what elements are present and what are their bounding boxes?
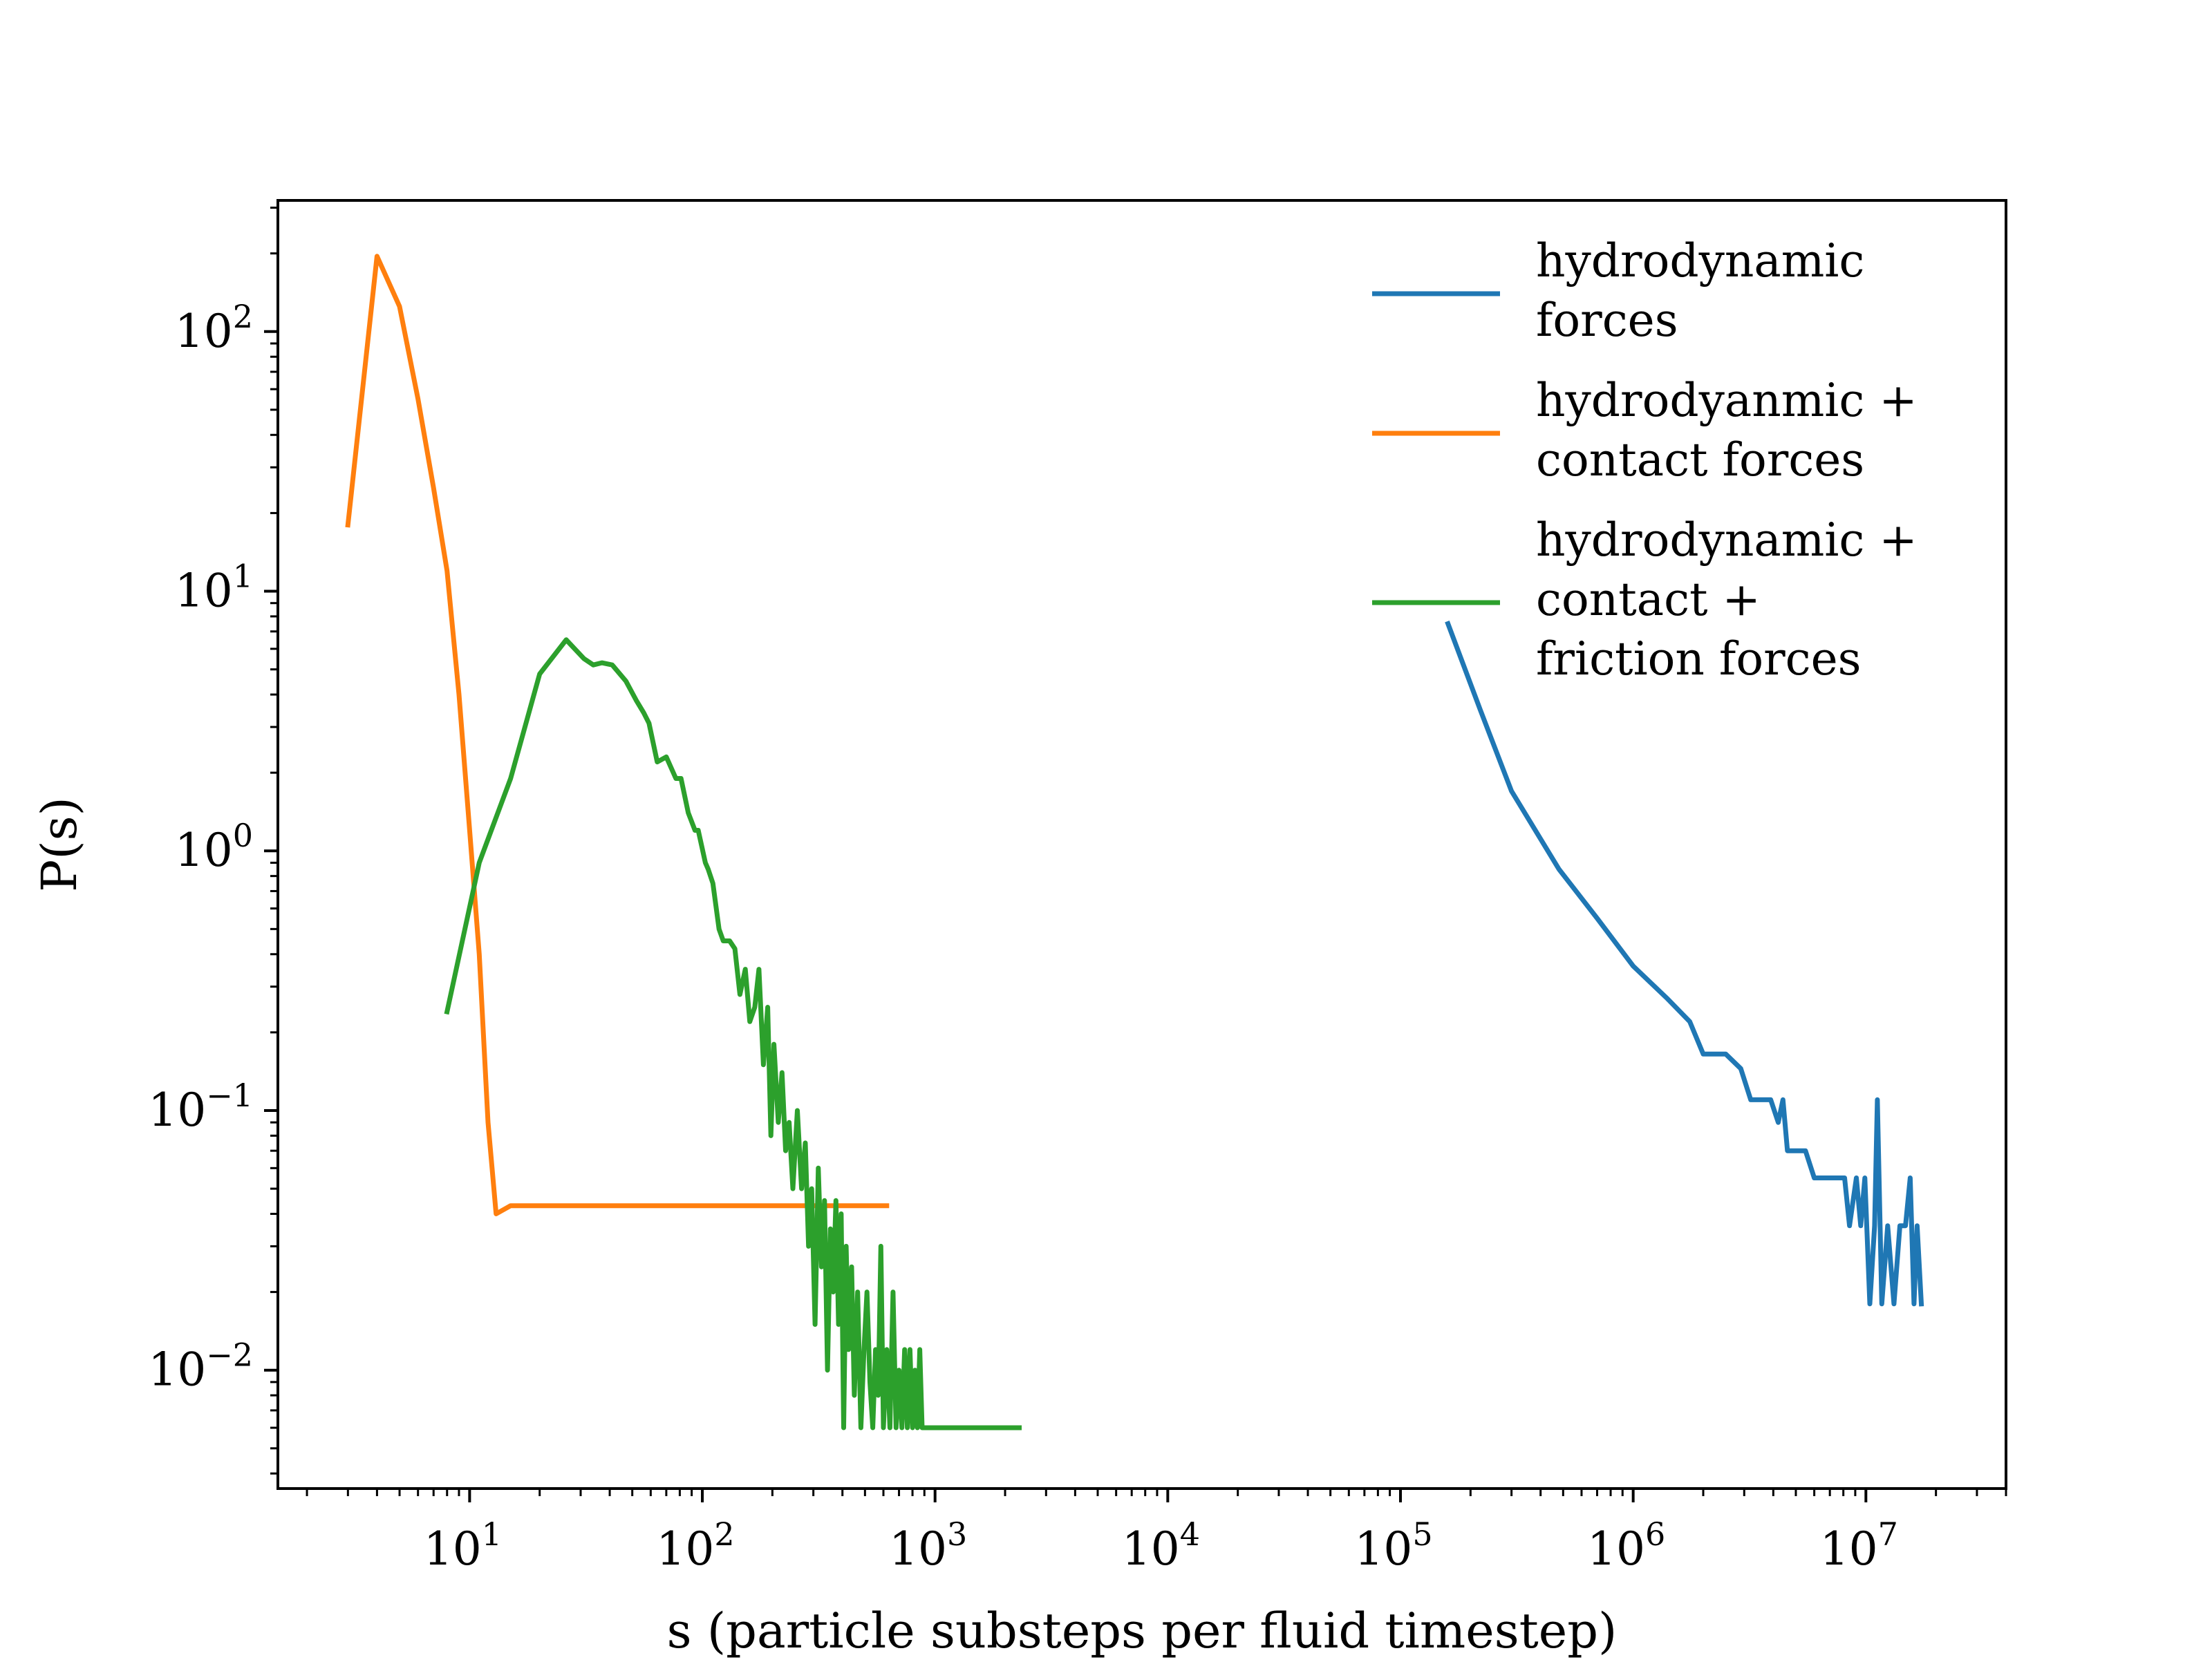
series-line-3 [444,637,1022,1430]
x-tick-label: 104 [1122,1515,1200,1576]
x-tick-label: 103 [889,1515,967,1576]
legend-label-3: hydrodynamic + [1536,513,1918,567]
x-tick-label: 101 [424,1515,502,1576]
legend-label-3: friction forces [1536,632,1862,686]
major-ticks [264,330,1868,1502]
legend-label-1: forces [1536,294,1678,347]
legend-label-2: hydrodyanmic + [1536,374,1918,427]
legend-label-3: contact + [1536,573,1761,626]
y-tick-label: 100 [175,817,253,877]
series-layer [345,254,1924,1430]
y-tick-label: 10−1 [148,1077,253,1137]
x-tick-label: 107 [1820,1515,1898,1576]
x-axis-label: s (particle substeps per fluid timestep) [667,1603,1618,1659]
legend-label-2: contact forces [1536,433,1864,487]
x-tick-label: 105 [1354,1515,1432,1576]
plot-area-frame [276,199,2007,1490]
y-tick-labels: 102 101 100 10−1 10−2 [148,298,253,1397]
legend-label-1: hydrodynamic [1536,234,1864,287]
x-tick-label: 106 [1587,1515,1665,1576]
legend: hydrodynamic forces hydrodyanmic + contact … [1372,234,1918,686]
y-tick-label: 10−2 [148,1337,253,1397]
y-axis-label: P(s) [31,797,88,892]
x-tick-labels: 101 102 103 104 105 106 107 [424,1515,1898,1576]
y-tick-label: 101 [175,558,253,618]
x-tick-label: 102 [656,1515,734,1576]
series-line-1 [1445,620,1924,1307]
y-tick-label: 102 [175,298,253,358]
series-line-2 [345,254,890,1216]
